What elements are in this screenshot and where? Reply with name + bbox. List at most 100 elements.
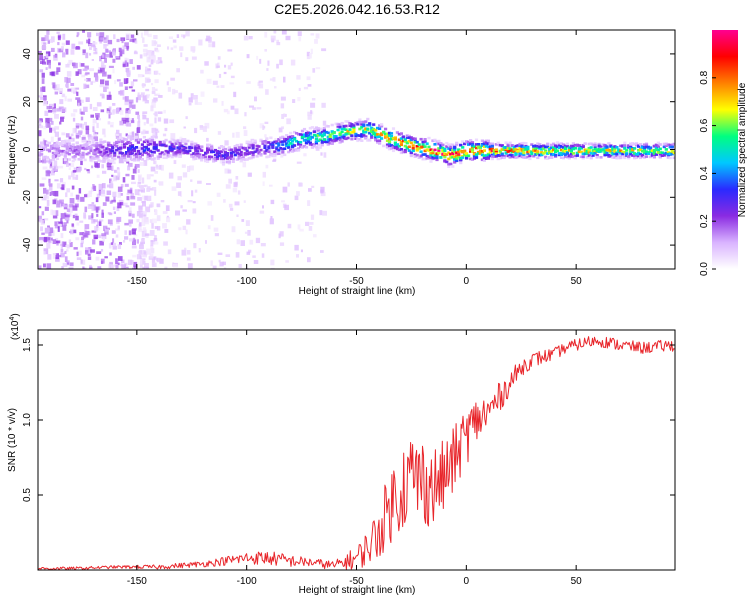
spectrogram-noise-cell [187, 200, 193, 203]
spectrogram-cell [111, 146, 115, 150]
spectrogram-noise-cell [134, 189, 140, 196]
spectrogram-cell [247, 143, 251, 147]
spectrogram-cell [555, 149, 560, 153]
spectrogram-noise-cell [127, 189, 133, 194]
spectrogram-cell [469, 148, 473, 151]
spectrogram-cell [376, 133, 380, 136]
spectrogram-noise-cell [217, 56, 221, 60]
spectrogram-cell [482, 142, 486, 146]
spectrogram-cell [374, 138, 378, 142]
spectrogram-noise-cell [101, 94, 105, 99]
spectrogram-cell [233, 153, 237, 157]
spectrogram-cell [316, 127, 320, 130]
spectrogram-noise-cell [309, 53, 312, 59]
spectrogram-cell [583, 152, 587, 156]
spectrogram-noise-cell [129, 135, 132, 141]
spectrogram-cell [542, 144, 546, 148]
spectrogram-cell [502, 146, 506, 149]
spectrogram-cell [447, 157, 451, 161]
spectrogram-noise-cell [132, 254, 137, 258]
spectrogram-noise-cell [59, 178, 64, 183]
spectrogram-noise-cell [123, 120, 127, 124]
spectrogram-cell [459, 161, 463, 165]
spectrogram-cell [239, 146, 243, 149]
spectrogram-cell [336, 137, 340, 140]
spectrogram-noise-cell [219, 261, 224, 267]
spectrogram-cell [459, 158, 463, 162]
spectrogram-cell [154, 136, 158, 139]
spectrogram-noise-cell [85, 125, 90, 130]
spectrogram-cell [451, 152, 455, 156]
spectrogram-noise-cell [83, 83, 87, 89]
spectrogram-cell [488, 142, 492, 146]
spectrogram-cell [148, 154, 152, 157]
spectrogram-noise-cell [71, 87, 76, 93]
spectrogram-cell [227, 156, 231, 159]
spectrogram-cell [330, 130, 334, 133]
spectrogram-x-tick-label: 50 [571, 276, 583, 287]
spectrogram-noise-cell [142, 74, 145, 77]
spectrogram-cell [127, 148, 131, 151]
spectrogram-cell [421, 143, 425, 146]
spectrogram-cell [544, 145, 548, 149]
spectrogram-cell [227, 146, 231, 149]
snr-x-tick-label: -100 [237, 576, 257, 587]
spectrogram-noise-cell [119, 109, 124, 115]
spectrogram-cell [518, 152, 522, 156]
spectrogram-cell [548, 151, 552, 155]
spectrogram-cell [534, 149, 538, 152]
spectrogram-noise-cell [60, 149, 64, 156]
snr-x-tick-label: 50 [571, 576, 583, 587]
spectrogram-cell [633, 154, 637, 158]
spectrogram-cell [293, 138, 297, 141]
spectrogram-noise-cell [84, 194, 88, 198]
spectrogram-noise-cell [144, 130, 149, 134]
spectrogram-cell [45, 141, 50, 145]
spectrogram-y-tick-label: -40 [22, 237, 33, 252]
spectrogram-cell [263, 150, 267, 153]
spectrogram-cell [461, 140, 465, 143]
spectrogram-cell [544, 155, 548, 159]
spectrogram-noise-cell [60, 218, 63, 225]
spectrogram-cell [140, 158, 144, 161]
colorbar-gradient [712, 30, 738, 269]
spectrogram-noise-cell [137, 118, 141, 123]
spectrogram-noise-cell [88, 43, 94, 46]
spectrogram-cell [443, 148, 447, 151]
spectrogram-cell [279, 136, 283, 140]
spectrogram-cell [530, 152, 534, 156]
spectrogram-cell [239, 159, 243, 163]
spectrogram-cell [233, 147, 237, 150]
spectrogram-cell [583, 150, 587, 154]
spectrogram-cell [453, 146, 457, 150]
spectrogram-cell [356, 137, 360, 141]
spectrogram-cell [285, 137, 289, 141]
spectrogram-cell [457, 148, 461, 151]
spectrogram-cell [488, 150, 492, 154]
spectrogram-noise-cell [235, 131, 240, 138]
spectrogram-cell [472, 157, 477, 160]
spectrogram-cell [247, 146, 251, 149]
spectrogram-noise-cell [86, 78, 91, 82]
spectrogram-cell [115, 145, 119, 148]
spectrogram-noise-cell [77, 152, 81, 156]
spectrogram-noise-cell [72, 205, 78, 211]
spectrogram-cell [346, 131, 350, 134]
spectrogram-noise-cell [126, 156, 130, 162]
spectrogram-cell [524, 156, 528, 159]
spectrogram-noise-cell [76, 132, 81, 138]
spectrogram-cell [91, 140, 95, 144]
spectrogram-noise-cell [87, 256, 92, 260]
spectrogram-cell [656, 141, 660, 145]
spectrogram-cell [97, 151, 101, 154]
spectrogram-cell [208, 143, 212, 147]
spectrogram-noise-cell [131, 229, 136, 235]
spectrogram-noise-cell [124, 230, 127, 235]
spectrogram-cell [407, 149, 411, 152]
spectrogram-cell [172, 139, 176, 142]
spectrogram-cell [186, 139, 190, 143]
spectrogram-noise-cell [140, 259, 143, 265]
spectrogram-cell [223, 156, 227, 159]
spectrogram-noise-cell [106, 162, 112, 168]
